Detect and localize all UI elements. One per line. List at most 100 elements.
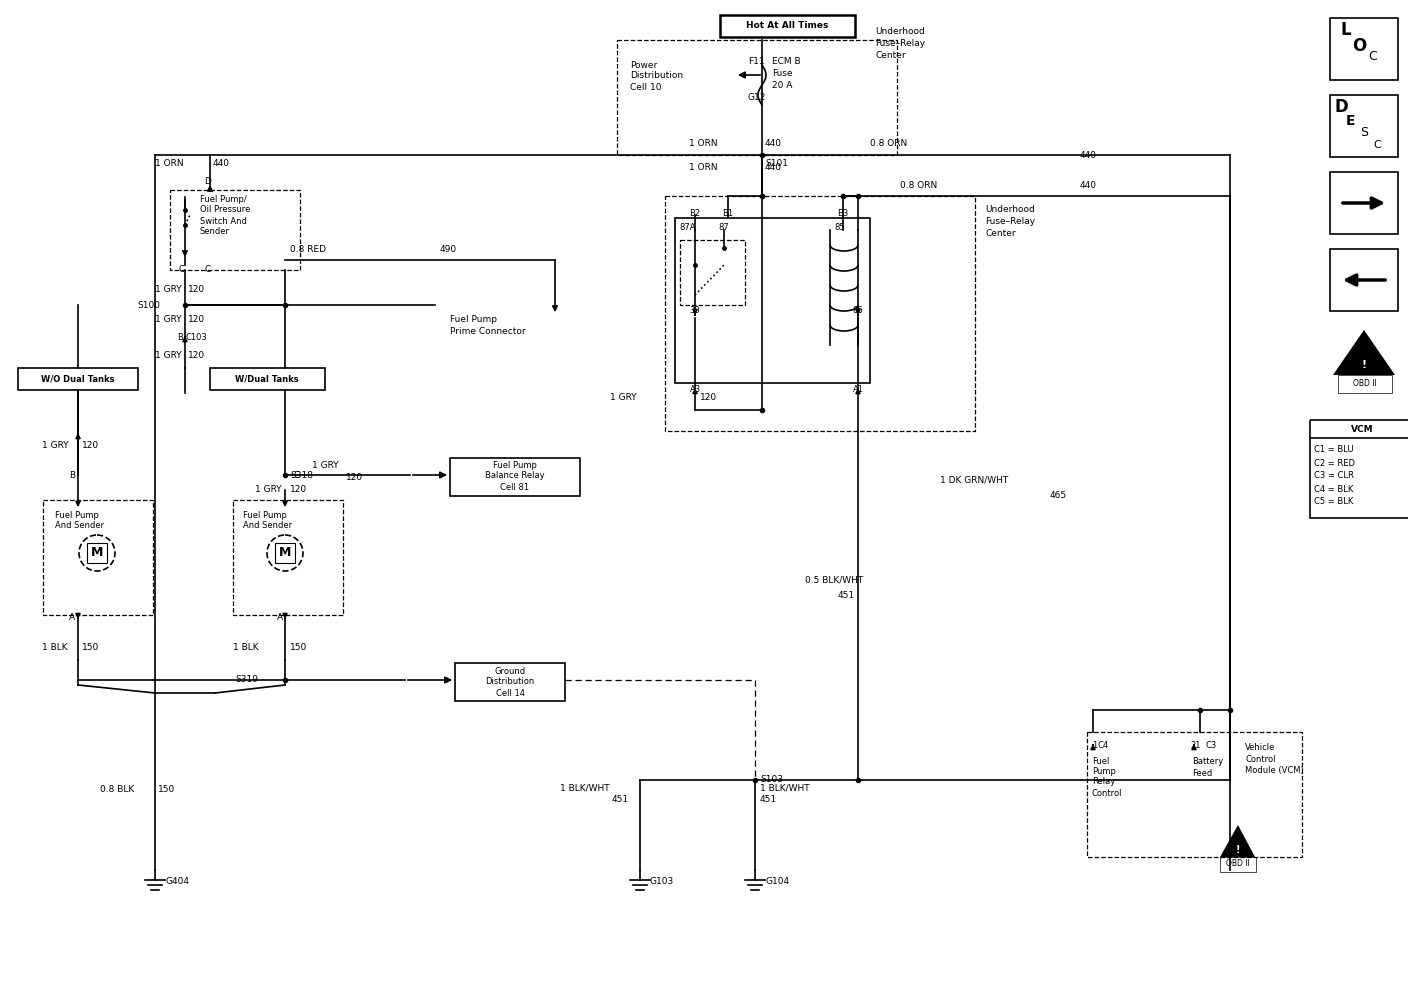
Bar	[170, 190, 300, 270]
Text: F11: F11	[748, 57, 765, 67]
Text: Battery: Battery	[1193, 757, 1224, 766]
Text: 0.8 BLK: 0.8 BLK	[100, 785, 134, 794]
Text: 20 A: 20 A	[772, 82, 793, 91]
Text: 451: 451	[612, 795, 629, 804]
Text: 120: 120	[700, 392, 717, 401]
Text: S100: S100	[137, 300, 161, 309]
Text: C4: C4	[1097, 741, 1108, 750]
Text: D: D	[1333, 98, 1347, 116]
Text: VCM: VCM	[1350, 425, 1373, 434]
Text: Cell 81: Cell 81	[500, 483, 529, 492]
Text: C: C	[1369, 50, 1377, 64]
Text: 0.8 RED: 0.8 RED	[290, 246, 327, 254]
Text: Module (VCM): Module (VCM)	[1245, 765, 1304, 774]
Text: W/Dual Tanks: W/Dual Tanks	[235, 375, 298, 383]
Text: Fuse–Relay: Fuse–Relay	[874, 39, 925, 48]
Bar	[18, 368, 138, 390]
Bar	[275, 543, 294, 562]
Text: Underhood: Underhood	[986, 206, 1035, 215]
Text: Fuel: Fuel	[1093, 757, 1110, 766]
Text: 1 GRY: 1 GRY	[155, 285, 182, 294]
Bar	[451, 458, 580, 496]
Text: OBD II: OBD II	[1353, 379, 1377, 388]
Text: 440: 440	[765, 138, 781, 147]
Text: ECM B: ECM B	[772, 57, 801, 67]
Bar	[87, 543, 107, 562]
Text: S: S	[1360, 126, 1369, 139]
Bar	[44, 500, 153, 615]
Text: 440: 440	[765, 163, 781, 172]
Text: C: C	[1373, 140, 1381, 150]
Text: G104: G104	[765, 878, 788, 886]
Text: A: A	[277, 614, 283, 623]
Text: Control: Control	[1245, 755, 1276, 763]
Text: 0.8 ORN: 0.8 ORN	[870, 138, 907, 147]
Bar	[617, 40, 897, 155]
Text: Sender: Sender	[200, 228, 230, 237]
Text: B3: B3	[838, 209, 849, 218]
Text: S103: S103	[760, 775, 783, 784]
Text: 120: 120	[189, 285, 206, 294]
Text: A3: A3	[690, 385, 701, 394]
Text: C: C	[179, 265, 184, 274]
Text: C2 = RED: C2 = RED	[1314, 459, 1354, 468]
Text: 440: 440	[1080, 180, 1097, 190]
Text: S318: S318	[290, 471, 313, 480]
Text: 465: 465	[1050, 491, 1067, 500]
Bar	[1331, 18, 1398, 80]
Text: Vehicle: Vehicle	[1245, 744, 1276, 753]
Text: S101: S101	[765, 158, 788, 167]
Text: B2: B2	[690, 209, 701, 218]
Text: Hot At All Times: Hot At All Times	[746, 21, 828, 30]
Text: Balance Relay: Balance Relay	[486, 472, 545, 481]
Text: C: C	[206, 265, 211, 274]
Text: Underhood: Underhood	[874, 27, 925, 36]
Bar	[1338, 375, 1393, 393]
Text: Ground: Ground	[494, 667, 525, 676]
Text: 1 GRY: 1 GRY	[42, 440, 69, 450]
Text: G404: G404	[165, 878, 189, 886]
Text: 21: 21	[1190, 741, 1201, 750]
Text: OBD II: OBD II	[1226, 860, 1250, 869]
Text: G12: G12	[748, 94, 766, 103]
Polygon shape	[1333, 330, 1395, 375]
Text: 120: 120	[346, 474, 363, 483]
Bar	[232, 500, 344, 615]
Text: Fuel Pump: Fuel Pump	[244, 510, 287, 519]
Text: E: E	[1346, 114, 1356, 128]
Text: Switch And: Switch And	[200, 217, 246, 226]
Text: 150: 150	[290, 643, 307, 652]
Text: !: !	[1236, 845, 1240, 855]
Text: Fuse: Fuse	[772, 70, 793, 79]
Bar	[1309, 420, 1408, 518]
Bar	[1331, 249, 1398, 311]
Text: A: A	[69, 614, 75, 623]
Text: Fuse–Relay: Fuse–Relay	[986, 218, 1035, 227]
Text: 1 ORN: 1 ORN	[155, 158, 183, 167]
Text: 440: 440	[213, 158, 230, 167]
Text: Control: Control	[1093, 788, 1122, 797]
Text: Feed: Feed	[1193, 768, 1212, 777]
Text: C5 = BLK: C5 = BLK	[1314, 498, 1353, 506]
Polygon shape	[1219, 825, 1255, 857]
Text: !: !	[1362, 360, 1367, 370]
Text: 86: 86	[853, 306, 863, 314]
Text: Oil Pressure: Oil Pressure	[200, 206, 251, 215]
Text: C1 = BLU: C1 = BLU	[1314, 446, 1353, 455]
Text: 120: 120	[82, 440, 99, 450]
Bar	[674, 218, 870, 383]
Text: 1 BLK: 1 BLK	[232, 643, 259, 652]
Text: O: O	[1352, 37, 1366, 55]
Text: Fuel Pump/: Fuel Pump/	[200, 195, 246, 204]
Bar	[1331, 172, 1398, 234]
Text: B: B	[69, 471, 75, 480]
Text: A1: A1	[852, 385, 863, 394]
Bar	[210, 368, 325, 390]
Text: C3 = CLR: C3 = CLR	[1314, 472, 1354, 481]
Bar	[455, 663, 565, 701]
Text: 120: 120	[290, 486, 307, 495]
Text: 1 BLK: 1 BLK	[42, 643, 68, 652]
Text: C103: C103	[186, 334, 208, 343]
Text: S319: S319	[235, 675, 258, 684]
Text: And Sender: And Sender	[244, 521, 291, 530]
